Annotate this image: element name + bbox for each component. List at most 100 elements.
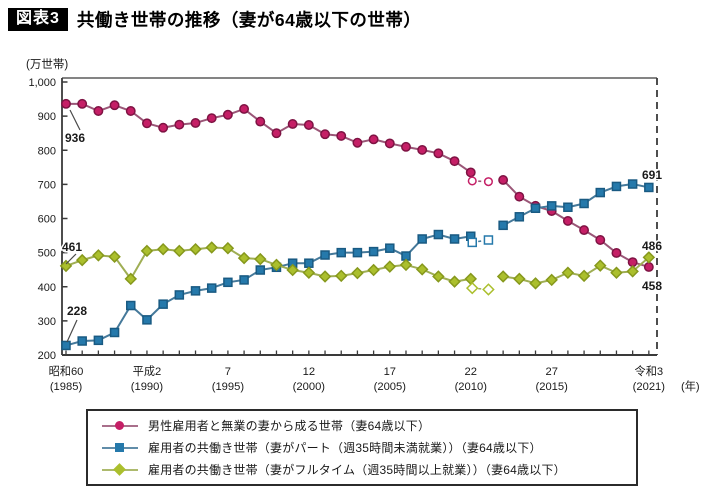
plot-frame [61, 77, 658, 356]
legend-diamond-marker-icon [102, 463, 138, 476]
data-point [303, 120, 314, 130]
x-tick-label-year: (2021) [633, 381, 666, 393]
data-point [513, 272, 526, 286]
data-point [92, 249, 105, 262]
data-point [415, 263, 429, 276]
data-point [530, 203, 541, 214]
data-point [158, 122, 169, 133]
series-line-post-break [502, 183, 650, 227]
data-point [93, 106, 104, 116]
legend-square-marker-icon [102, 442, 138, 454]
value-annotation: 458 [642, 279, 662, 293]
y-tick-label: 900 [38, 111, 56, 123]
data-point [433, 229, 444, 240]
data-point [465, 281, 479, 295]
annotation-leader-line [69, 109, 81, 131]
data-point [482, 283, 495, 296]
data-point [545, 273, 558, 287]
data-point [448, 275, 461, 288]
series-square [61, 179, 654, 351]
figure-header: 図表3 共働き世帯の推移（妻が64歳以下の世帯） [8, 7, 421, 32]
data-point [158, 299, 168, 309]
series-diamond [59, 241, 656, 296]
value-annotation: 936 [65, 131, 85, 145]
data-point [514, 191, 525, 202]
data-point [124, 272, 138, 286]
series-line-pre-break [66, 102, 472, 174]
data-point [351, 266, 364, 280]
data-point [465, 167, 476, 178]
data-point [221, 241, 235, 255]
data-point [352, 247, 363, 258]
x-tick-label-era: 12 [303, 366, 315, 378]
data-point [190, 286, 201, 296]
chart-legend: 男性雇用者と無業の妻から成る世帯（妻64歳以下） 雇用者の共働き世帯（妻がパート… [86, 409, 638, 486]
data-point [610, 266, 623, 280]
value-annotation: 486 [642, 239, 662, 253]
x-tick-label-year: (2000) [293, 381, 326, 393]
data-point [237, 251, 251, 265]
data-point [77, 336, 87, 346]
x-tick-label-era: 平成2 [133, 365, 162, 378]
data-point [498, 220, 508, 231]
data-point [320, 129, 330, 140]
data-point [401, 141, 411, 152]
data-point [142, 118, 152, 129]
data-point [399, 258, 413, 272]
data-point [77, 98, 88, 109]
data-point [546, 201, 557, 211]
chart-svg: (万世帯) 1,000 900 800 700 600 500 400 300 200 昭和60 (1… [26, 58, 700, 393]
x-tick-label-year: (2010) [455, 381, 488, 393]
data-point [173, 244, 186, 258]
data-point [126, 300, 136, 311]
data-point [627, 179, 638, 189]
data-point [384, 138, 395, 149]
x-tick-label-era: 昭和60 [49, 365, 84, 378]
data-point [239, 275, 249, 285]
y-axis-unit-label: (万世帯) [26, 58, 68, 71]
y-tick-label: 300 [38, 316, 56, 328]
data-point [318, 270, 332, 283]
data-point [255, 265, 266, 275]
data-point [174, 290, 185, 300]
data-point [142, 315, 152, 325]
data-point [417, 234, 427, 244]
data-point [561, 266, 575, 280]
data-point [626, 265, 639, 278]
data-point [483, 235, 494, 245]
legend-item-husband-employed-wife-not-working: 男性雇用者と無業の妻から成る世帯（妻64歳以下） [102, 417, 636, 435]
data-point [205, 241, 218, 254]
data-point [483, 177, 493, 187]
x-tick-label-era: 7 [225, 366, 231, 378]
data-point [644, 182, 654, 193]
y-tick-label: 1,000 [28, 77, 56, 89]
x-tick-label-era: 令和3 [635, 364, 664, 378]
data-point [385, 243, 395, 253]
annotation-leader-line [66, 319, 78, 343]
data-point [223, 277, 233, 288]
data-point [498, 174, 509, 185]
data-point [320, 250, 330, 260]
data-point [206, 283, 217, 293]
data-point [464, 272, 478, 286]
legend-label: 雇用者の共働き世帯（妻がパート（週35時間未満就業））（妻64歳以下） [148, 441, 542, 455]
data-point [109, 100, 120, 111]
value-annotation: 691 [642, 168, 662, 182]
data-point [432, 270, 445, 283]
data-point [255, 116, 266, 127]
page-title: 共働き世帯の推移（妻が64歳以下の世帯） [76, 10, 422, 30]
data-point [367, 263, 380, 277]
y-tick-label: 400 [38, 282, 56, 294]
legend-item-dual-income-wife-parttime: 雇用者の共働き世帯（妻がパート（週35時間未満就業））（妻64歳以下） [102, 439, 636, 457]
data-point [206, 113, 217, 124]
y-tick-label: 600 [38, 214, 56, 226]
data-point [595, 235, 606, 245]
data-point [467, 176, 477, 186]
data-point [449, 234, 460, 244]
data-point [287, 119, 298, 129]
legend-label: 男性雇用者と無業の妻から成る世帯（妻64歳以下） [148, 419, 431, 433]
data-point [61, 98, 71, 109]
data-point [239, 104, 250, 114]
data-point [61, 340, 71, 351]
